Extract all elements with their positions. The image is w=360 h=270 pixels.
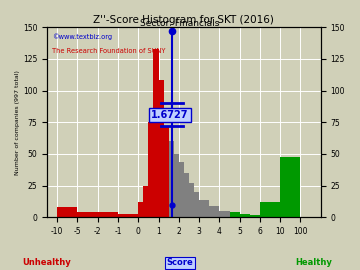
Bar [138,202,143,217]
Text: 1.6727: 1.6727 [152,110,189,120]
Bar [98,212,118,217]
Bar [209,206,219,217]
Text: ©www.textbiz.org: ©www.textbiz.org [53,33,113,39]
Bar [240,214,250,217]
Text: Sector: Financials: Sector: Financials [140,19,220,28]
Bar [143,186,148,217]
Bar [57,207,77,217]
Bar [189,183,194,217]
Text: Unhealthy: Unhealthy [22,258,71,267]
Bar [199,200,209,217]
Bar [148,122,153,217]
Bar [280,157,301,217]
Bar [77,212,98,217]
Bar [169,141,174,217]
Bar [184,173,189,217]
Title: Z''-Score Histogram for SKT (2016): Z''-Score Histogram for SKT (2016) [94,15,274,25]
Bar [250,215,260,217]
Bar [194,192,199,217]
Bar [153,49,158,217]
Bar [158,80,163,217]
Text: Score: Score [167,258,193,267]
Bar [219,211,230,217]
Y-axis label: Number of companies (997 total): Number of companies (997 total) [15,70,20,175]
Bar [174,154,179,217]
Bar [260,202,280,217]
Text: Healthy: Healthy [295,258,332,267]
Bar [179,161,184,217]
Bar [118,214,138,217]
Bar [163,126,169,217]
Text: The Research Foundation of SUNY: The Research Foundation of SUNY [53,48,166,54]
Bar [230,212,240,217]
